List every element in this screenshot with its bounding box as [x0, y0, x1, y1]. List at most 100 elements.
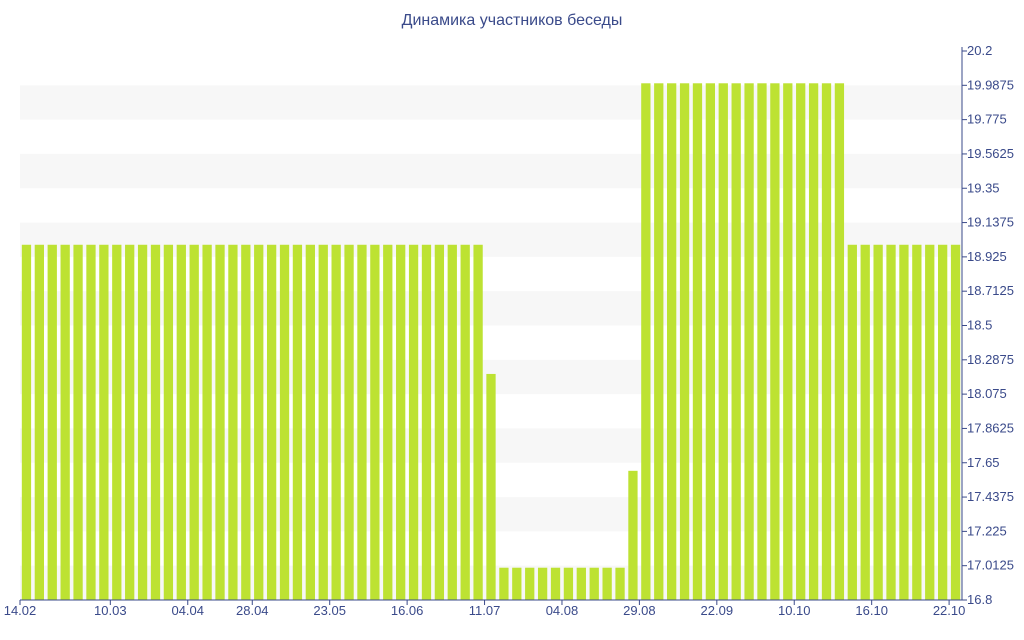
- bar: [873, 244, 883, 600]
- bar: [241, 244, 251, 600]
- bar: [705, 83, 716, 601]
- y-tick-label: 17.65: [967, 455, 1000, 470]
- bar: [834, 83, 845, 601]
- chart-title: Динамика участников беседы: [401, 12, 623, 29]
- bar: [99, 244, 109, 600]
- bar: [821, 83, 832, 601]
- y-tick-label: 17.8625: [967, 420, 1014, 435]
- bar: [860, 244, 870, 600]
- bar: [576, 567, 586, 600]
- bar: [899, 244, 909, 600]
- bar: [602, 567, 612, 600]
- bar: [176, 244, 186, 600]
- bar: [537, 567, 548, 600]
- bar: [731, 83, 741, 601]
- bar: [847, 244, 857, 600]
- bar: [499, 567, 509, 600]
- y-tick-label: 17.4375: [967, 489, 1014, 504]
- bar: [292, 244, 303, 600]
- y-tick-label: 19.35: [967, 180, 1000, 195]
- bar: [60, 244, 70, 600]
- y-tick-label: 17.225: [967, 523, 1007, 538]
- bar: [589, 567, 599, 600]
- x-tick-label: 29.08: [623, 603, 656, 618]
- y-tick-label: 18.075: [967, 386, 1007, 401]
- y-tick-label: 19.5625: [967, 146, 1014, 161]
- bar-series: [21, 83, 961, 601]
- bar: [279, 244, 290, 600]
- bar: [331, 244, 341, 600]
- grid-band: [20, 291, 962, 326]
- bar: [254, 244, 264, 600]
- bar: [86, 244, 96, 600]
- bar: [21, 244, 32, 600]
- bar: [34, 244, 44, 600]
- bar: [486, 373, 496, 600]
- x-tick-label: 16.06: [391, 603, 424, 618]
- bar: [434, 244, 445, 600]
- bar: [396, 244, 406, 600]
- bar: [525, 567, 535, 600]
- y-tick-label: 19.775: [967, 112, 1007, 127]
- bar: [344, 244, 354, 600]
- y-tick-label: 18.5: [967, 318, 992, 333]
- x-tick-label: 10.10: [778, 603, 811, 618]
- x-tick-label: 23.05: [313, 603, 346, 618]
- grid-band: [20, 153, 962, 189]
- bar: [950, 244, 961, 600]
- x-tick-label: 04.04: [171, 603, 204, 618]
- bar: [938, 244, 948, 600]
- bar: [150, 244, 161, 600]
- bar: [783, 83, 793, 601]
- grid-band: [20, 85, 962, 120]
- bar: [73, 244, 83, 600]
- bar: [628, 470, 638, 600]
- x-tick-label: 22.10: [933, 603, 966, 618]
- x-axis: 14.02 10.03 04.04 28.04 23.05 16.06 11.07 04.08…: [4, 599, 966, 618]
- y-tick-label: 20.2: [967, 43, 992, 58]
- bar: [447, 244, 457, 600]
- bar: [912, 244, 922, 600]
- bar: [228, 244, 238, 600]
- bar: [718, 83, 728, 601]
- bar: [770, 83, 780, 601]
- bar: [408, 244, 419, 600]
- bar: [654, 83, 664, 601]
- bar: [615, 567, 625, 600]
- bar: [550, 567, 561, 600]
- x-tick-label: 04.08: [546, 603, 579, 618]
- y-axis: 20.2 19.9875 19.775 19.5625 19.35 19.1375 18.9…: [961, 43, 1014, 607]
- bar: [744, 83, 754, 601]
- y-tick-label: 18.925: [967, 249, 1007, 264]
- bar: [137, 244, 148, 600]
- x-tick-label: 28.04: [236, 603, 269, 618]
- bar: [641, 83, 651, 601]
- bar: [512, 567, 522, 600]
- bar: [473, 244, 483, 600]
- y-tick-label: 17.0125: [967, 558, 1014, 573]
- bar: [125, 244, 135, 600]
- x-tick-label: 16.10: [855, 603, 888, 618]
- y-tick-label: 19.9875: [967, 77, 1014, 92]
- y-tick-label: 18.2875: [967, 352, 1014, 367]
- bar: [112, 244, 122, 600]
- bar: [357, 244, 367, 600]
- bar: [796, 83, 806, 601]
- bar: [370, 244, 380, 600]
- x-tick-label: 14.02: [4, 603, 37, 618]
- bar: [925, 244, 935, 600]
- bar: [460, 244, 470, 600]
- x-tick-label: 11.07: [469, 603, 501, 618]
- y-tick-label: 19.1375: [967, 215, 1014, 230]
- bar: [163, 244, 174, 600]
- bar: [215, 244, 225, 600]
- bar: [679, 83, 690, 601]
- bar: [808, 83, 819, 601]
- bar: [421, 244, 432, 600]
- bar: [383, 244, 393, 600]
- bar: [266, 244, 277, 600]
- bar: [886, 244, 896, 600]
- x-tick-label: 10.03: [94, 603, 127, 618]
- grid-band: [20, 222, 962, 257]
